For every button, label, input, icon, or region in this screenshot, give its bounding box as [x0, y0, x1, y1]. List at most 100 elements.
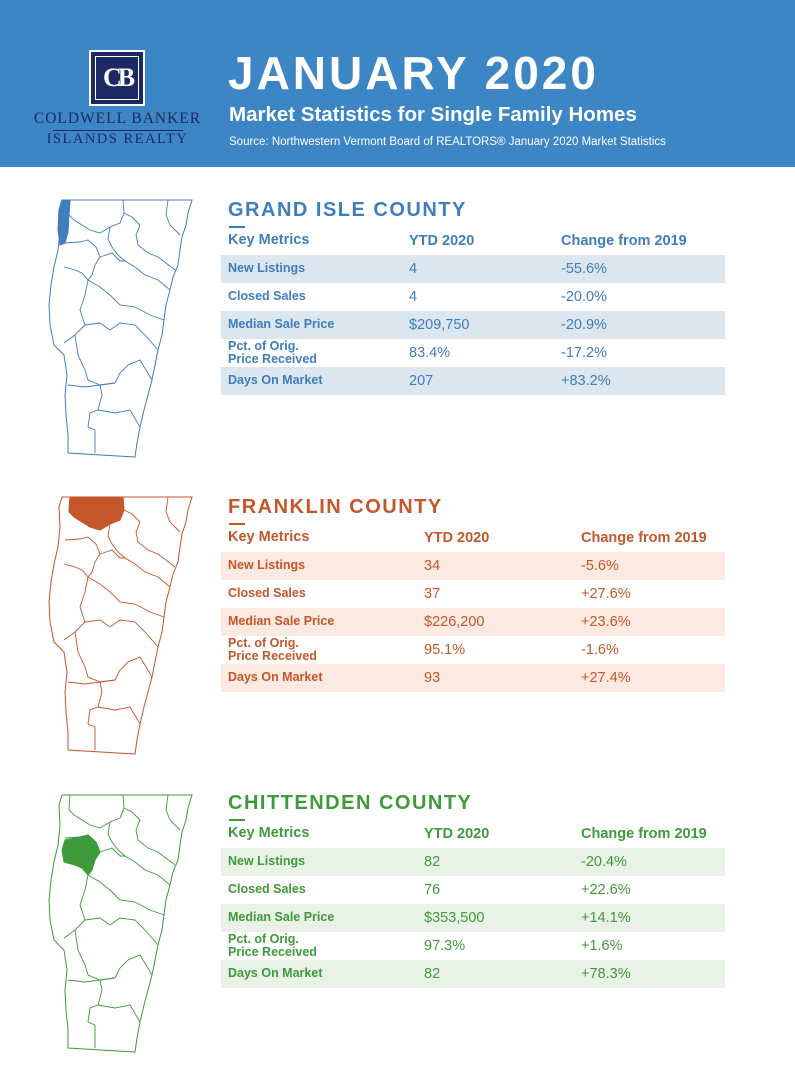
change-value: -17.2% [561, 345, 607, 361]
county-border [99, 549, 171, 588]
county-title: GRAND ISLE COUNTY [228, 199, 467, 221]
county-border [97, 1004, 141, 1023]
ytd-value: $353,500 [424, 910, 485, 926]
ytd-value: 207 [409, 373, 434, 389]
metric-label: Pct. of Orig. Price Received [228, 932, 317, 959]
ytd-value: 97.3% [424, 938, 466, 954]
county-border [99, 847, 171, 886]
metric-label: Median Sale Price [228, 910, 335, 925]
table-row: Median Sale Price $353,500 +14.1% [221, 904, 725, 932]
change-value: +14.1% [581, 910, 631, 926]
county-border [107, 199, 126, 262]
ytd-value: 37 [424, 586, 441, 602]
county-border [67, 679, 116, 685]
change-value: +22.6% [581, 882, 631, 898]
metric-label: Closed Sales [228, 289, 306, 304]
title-underline [229, 819, 245, 821]
table-row: Days On Market 93 +27.4% [221, 664, 725, 692]
county-border [74, 929, 116, 981]
table-row: Pct. of Orig. Price Received 97.3% +1.6% [221, 932, 725, 960]
page-title: JANUARY 2020 [228, 47, 599, 99]
county-border [165, 496, 181, 533]
county-border [63, 266, 89, 344]
table-row: Closed Sales 4 -20.0% [221, 283, 725, 311]
column-header: Key Metrics [228, 825, 310, 842]
county-border [64, 239, 101, 281]
county-border [68, 794, 111, 829]
county-border [63, 861, 89, 939]
metric-label: New Listings [228, 558, 306, 573]
header-banner: CB COLDWELL BANKER ISLANDS REALTY JANUAR… [0, 0, 795, 167]
county-border [84, 322, 159, 351]
change-value: -20.0% [561, 289, 607, 305]
column-header: Change from 2019 [581, 826, 707, 842]
metric-label: Pct. of Orig. Price Received [228, 339, 317, 366]
table-row: New Listings 34 -5.6% [221, 552, 725, 580]
ytd-value: 76 [424, 882, 441, 898]
county-border [67, 382, 116, 388]
county-border [123, 807, 176, 866]
vermont-county-map [48, 794, 193, 1053]
column-header: Key Metrics [228, 529, 310, 546]
county-border [123, 509, 176, 568]
column-header: YTD 2020 [409, 233, 475, 249]
state-outline [48, 794, 193, 1053]
county-title: CHITTENDEN COUNTY [228, 792, 473, 814]
change-value: +1.6% [581, 938, 623, 954]
coldwell-banker-logo: CB [89, 50, 145, 106]
ytd-value: 4 [409, 289, 418, 305]
county-border [165, 199, 181, 236]
county-border [114, 656, 153, 681]
change-value: +78.3% [581, 966, 631, 982]
ytd-value: 93 [424, 670, 441, 686]
table-row: Closed Sales 76 +22.6% [221, 876, 725, 904]
county-border [114, 359, 153, 384]
table-row: New Listings 4 -55.6% [221, 255, 725, 283]
county-border [84, 917, 159, 946]
county-border [114, 954, 153, 979]
county-border [97, 409, 141, 428]
title-underline [229, 523, 245, 525]
county-border [87, 279, 165, 321]
county-border [87, 576, 165, 618]
metrics-table: Key Metrics YTD 2020 Change from 2019 New L… [221, 524, 725, 692]
county-border [87, 979, 103, 1048]
ytd-value: $209,750 [409, 317, 470, 333]
county-border [64, 834, 101, 876]
ytd-value: 4 [409, 261, 418, 277]
county-border [74, 631, 116, 683]
metric-label: Days On Market [228, 373, 323, 388]
change-value: +83.2% [561, 373, 611, 389]
change-value: +27.6% [581, 586, 631, 602]
vermont-county-map [48, 199, 193, 458]
metrics-table: Key Metrics YTD 2020 Change from 2019 New L… [221, 227, 725, 395]
metric-label: Days On Market [228, 670, 323, 685]
state-outline [48, 496, 193, 755]
county-border [107, 496, 126, 559]
county-border [84, 619, 159, 648]
county-border [64, 536, 101, 578]
column-header: Change from 2019 [561, 233, 687, 249]
ytd-value: 82 [424, 854, 441, 870]
column-header: Change from 2019 [581, 530, 707, 546]
county-border [87, 384, 103, 453]
metric-label: New Listings [228, 261, 306, 276]
brand-name: COLDWELL BANKER [33, 110, 202, 127]
title-underline [229, 226, 245, 228]
county-border [123, 212, 176, 271]
table-row: Median Sale Price $209,750 -20.9% [221, 311, 725, 339]
county-border [74, 334, 116, 386]
metric-label: Median Sale Price [228, 614, 335, 629]
table-header-row: Key Metrics YTD 2020 Change from 2019 [221, 820, 725, 848]
county-border [67, 977, 116, 983]
county-title: FRANKLIN COUNTY [228, 496, 443, 518]
ytd-value: 83.4% [409, 345, 451, 361]
column-header: Key Metrics [228, 232, 310, 249]
metric-label: Closed Sales [228, 586, 306, 601]
ytd-value: 95.1% [424, 642, 466, 658]
county-border [63, 563, 89, 641]
ytd-value: 82 [424, 966, 441, 982]
county-border [87, 681, 103, 750]
ytd-value: 34 [424, 558, 441, 574]
county-border [68, 199, 111, 234]
